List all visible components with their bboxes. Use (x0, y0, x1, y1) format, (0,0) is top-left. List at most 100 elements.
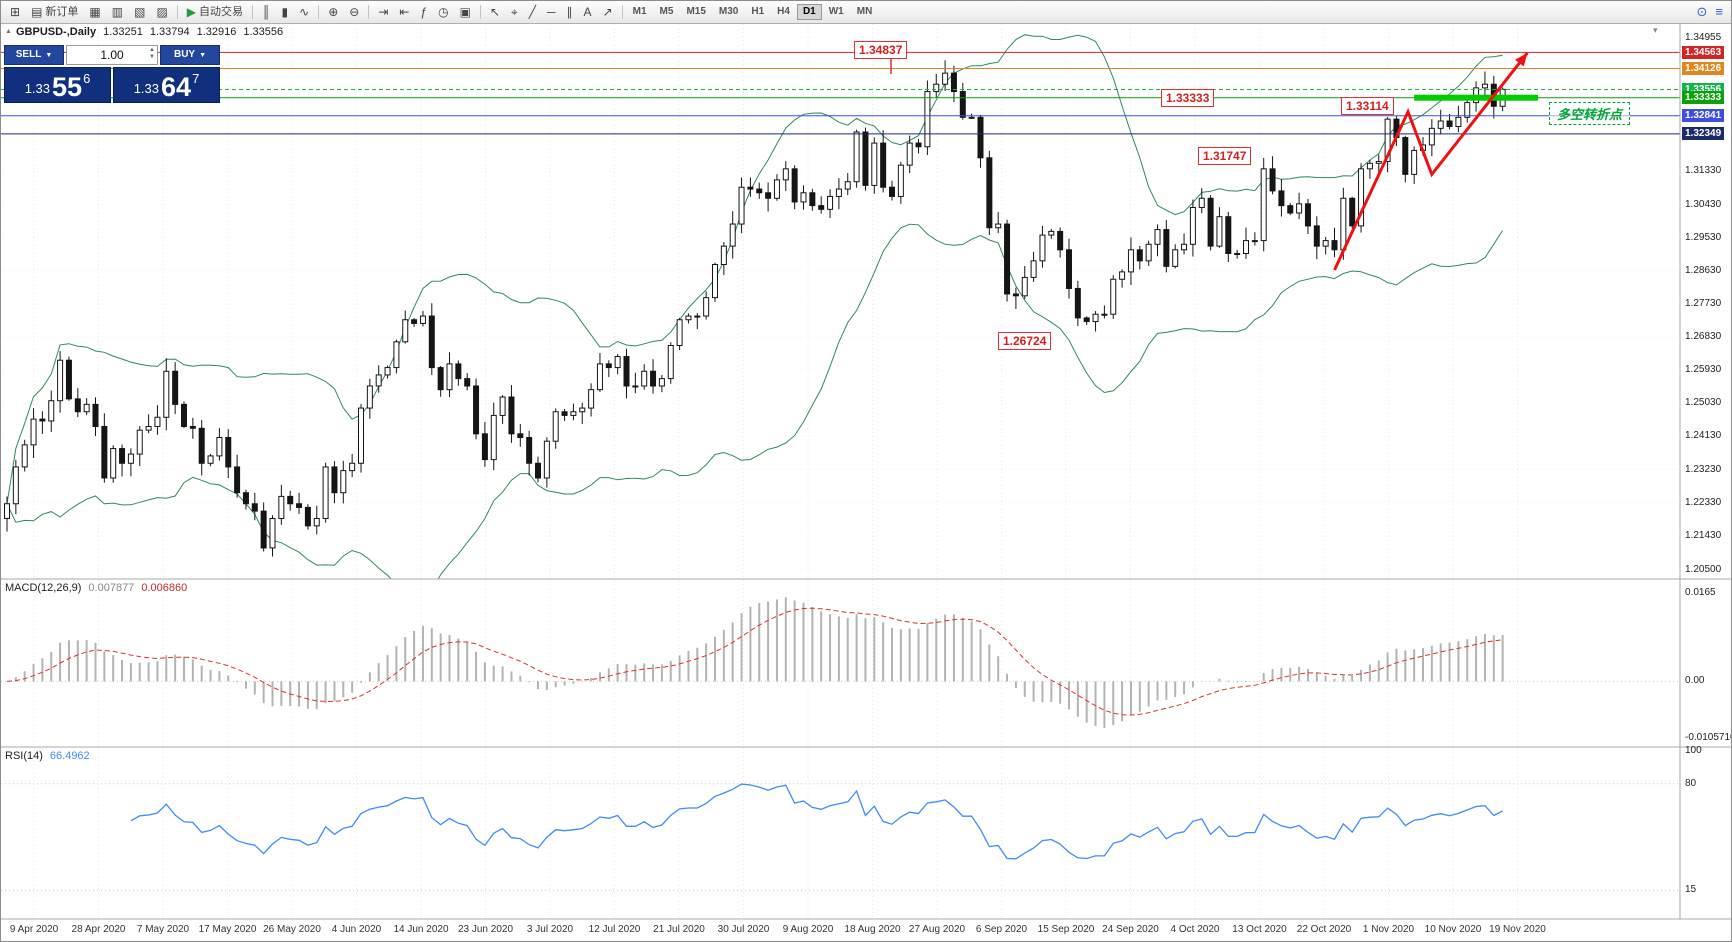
crosshair-icon[interactable]: ⌖ (506, 4, 523, 20)
candle-body (154, 416, 161, 427)
price-annotation-box[interactable]: 1.33114 (1341, 97, 1394, 115)
trend-arrow-line[interactable] (1333, 51, 1529, 271)
chart-shift-icon[interactable]: ⇤ (394, 4, 414, 20)
timeframe-m1[interactable]: M1 (632, 6, 647, 17)
bar-chart-icon[interactable]: ║ (257, 4, 276, 20)
date-axis-label: 10 Nov 2020 (1424, 924, 1482, 935)
hline-icon[interactable]: ─ (542, 4, 561, 20)
menu-icon[interactable]: ≡ (1715, 4, 1723, 19)
zoom-in-icon[interactable]: ⊕ (323, 4, 343, 20)
candle-body (1136, 249, 1143, 262)
candle-body (1119, 271, 1126, 280)
sell-price-button[interactable]: 1.33 55 6 (4, 67, 111, 103)
candle-body (1048, 230, 1055, 236)
candle-body (1030, 260, 1037, 278)
candle-body (181, 403, 187, 427)
candle-body (791, 168, 798, 203)
candle-body (543, 440, 550, 479)
candle-body (703, 297, 710, 317)
candle-body (4, 503, 10, 519)
price-annotation-box[interactable]: 1.31747 (1198, 147, 1252, 165)
macd-signal-value: 0.006860 (141, 582, 188, 594)
new-order-button[interactable]: ▤ 新订单 (26, 4, 83, 20)
candle-body (119, 448, 126, 464)
market-watch-icon[interactable]: ▦ (84, 4, 105, 20)
crosshair-icon: ⌖ (511, 5, 518, 19)
timeframe-w1[interactable]: W1 (828, 6, 844, 17)
candle-body (800, 192, 807, 203)
candlestick-chart-icon[interactable]: ▮ (277, 4, 294, 20)
candle-body (437, 367, 444, 391)
chart-shift-icon: ⇤ (399, 5, 410, 19)
timeframe-m15[interactable]: M15 (686, 6, 706, 17)
trendline-icon[interactable]: ╱ (524, 4, 541, 20)
auto-scroll-icon[interactable]: ⇥ (373, 4, 393, 20)
timeframe-mn[interactable]: MN (856, 6, 873, 17)
level-lines-layer (1, 51, 1680, 135)
candle-body (1384, 118, 1391, 162)
zoom-out-icon[interactable]: ⊖ (344, 4, 364, 20)
candle-body (57, 359, 64, 402)
candle-body (1216, 216, 1223, 247)
timeframe-m30[interactable]: M30 (718, 6, 739, 17)
grid-layer (1, 24, 1680, 918)
candle-body (1402, 137, 1409, 175)
price-axis-tick: 1.30430 (1685, 198, 1722, 210)
sell-button[interactable]: SELL ▼ (4, 45, 64, 65)
candle-body (1349, 197, 1356, 227)
price-annotation-box[interactable]: 1.33333 (1161, 89, 1215, 107)
volume-stepper[interactable]: ▲ ▼ (149, 47, 155, 61)
data-window-icon[interactable]: ▥ (107, 4, 128, 20)
candle-body (773, 179, 780, 199)
toolbar-separator (479, 5, 481, 19)
toolbar: ⊞ ▤ 新订单 ▦ ▥ ▧ ▨ ▶ 自动交易 ║ ▮ ∿ ⊕ ⊖ ⇥ ⇤ ƒ ◷ ▣ ↖ ⌖ ╱ ─ ∥ A ↗ M1 M5 M15 M3… (1, 1, 1731, 24)
candle-body (658, 378, 665, 387)
rsi-axis-tick: 100 (1685, 745, 1702, 756)
candle-body (384, 367, 391, 376)
buy-button[interactable]: BUY ▼ (160, 45, 220, 65)
timeframe-h4[interactable]: H4 (777, 6, 790, 17)
rsi-layer (1, 783, 1680, 891)
navigator-icon[interactable]: ▧ (129, 4, 150, 20)
sell-button-label: SELL (15, 49, 42, 60)
volume-input[interactable]: 1.00 ▲ ▼ (66, 45, 158, 65)
cursor-icon[interactable]: ↖ (485, 4, 505, 20)
candle-body (756, 188, 763, 194)
candle-body (481, 433, 488, 461)
price-axis-tick: 1.31330 (1685, 165, 1722, 177)
arrows-icon[interactable]: ↗ (598, 4, 618, 20)
candle-body (349, 462, 356, 472)
price-axis-tick: 1.23230 (1685, 463, 1722, 475)
channel-icon[interactable]: ∥ (562, 4, 578, 20)
candle-body (650, 370, 657, 387)
toolbar-separator (368, 5, 370, 19)
candle-body (207, 455, 214, 464)
macd-axis-tick: 0.00 (1685, 675, 1705, 687)
candle-body (1110, 278, 1117, 315)
templates-icon[interactable]: ▣ (455, 4, 476, 20)
timeframe-d1[interactable]: D1 (796, 4, 822, 20)
auto-trading-button[interactable]: ▶ 自动交易 (182, 4, 248, 20)
date-axis-label: 28 Apr 2020 (71, 924, 126, 935)
periods-icon[interactable]: ◷ (433, 4, 453, 20)
buy-price-button[interactable]: 1.33 64 7 (113, 67, 220, 103)
chart-collapse-icon[interactable]: ▲ (5, 28, 12, 35)
new-chart-icon[interactable]: ⊞ (5, 4, 25, 20)
terminal-icon[interactable]: ▨ (151, 4, 172, 20)
price-annotation-box[interactable]: 1.26724 (998, 332, 1052, 350)
turning-point-annotation[interactable]: 多空转折点 (1549, 102, 1631, 125)
macd-layer (1, 597, 1680, 729)
search-icon[interactable]: ⊙ (1696, 4, 1708, 19)
price-annotation-box[interactable]: 1.34837 (854, 41, 908, 59)
support-zone-bar[interactable] (1414, 94, 1539, 101)
timeframe-h1[interactable]: H1 (751, 6, 765, 17)
text-icon[interactable]: A (579, 4, 597, 20)
line-chart-icon[interactable]: ∿ (294, 4, 314, 20)
candle-body (110, 448, 117, 479)
zoom-out-icon: ⊖ (349, 5, 360, 19)
candle-body (517, 433, 524, 439)
candle-body (1154, 229, 1161, 245)
timeframe-m5[interactable]: M5 (659, 6, 674, 17)
candle-body (906, 142, 913, 166)
indicators-icon[interactable]: ƒ (415, 4, 432, 20)
